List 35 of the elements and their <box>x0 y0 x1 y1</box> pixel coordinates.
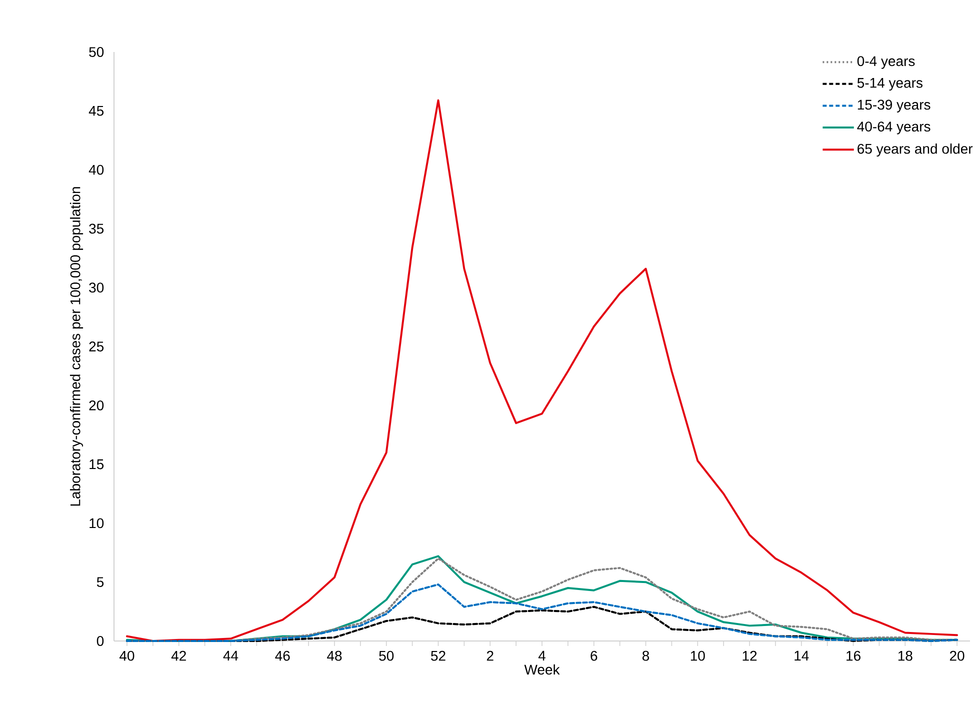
legend-label: 5-14 years <box>857 78 922 91</box>
x-tick-label: 44 <box>223 650 238 660</box>
y-tick-label: 50 <box>89 47 104 57</box>
y-tick-label: 0 <box>96 636 104 646</box>
x-tick-label: 6 <box>590 650 598 661</box>
x-axis-title: Week <box>524 664 560 675</box>
x-tick-label: 8 <box>642 650 650 661</box>
x-tick-label: 14 <box>794 650 809 660</box>
y-tick-label: 45 <box>88 106 104 116</box>
y-tick-label: 25 <box>89 342 104 352</box>
y-tick-label: 5 <box>96 577 104 587</box>
y-tick-label: 30 <box>89 282 104 293</box>
x-tick-label: 10 <box>690 650 705 661</box>
x-tick-label: 48 <box>327 650 342 661</box>
x-tick-label: 50 <box>379 650 394 661</box>
x-tick-label: 18 <box>898 650 912 661</box>
x-tick-label: 4 <box>538 650 546 660</box>
x-tick-label: 52 <box>431 650 446 661</box>
x-tick-label: 20 <box>950 650 964 661</box>
legend-label: 0-4 years <box>857 56 915 69</box>
y-tick-label: 10 <box>90 518 104 528</box>
y-tick-label: 15 <box>90 459 104 470</box>
x-tick-label: 12 <box>742 650 757 661</box>
x-tick-label: 16 <box>846 650 860 661</box>
y-tick-label: 40 <box>88 164 104 175</box>
legend-label: 40-64 years <box>857 122 930 134</box>
legend-label: 15-39 years <box>858 100 930 112</box>
y-axis-title: Laboratory-confirmed cases per 100,000 population <box>70 187 84 506</box>
y-tick-label: 20 <box>89 400 104 410</box>
x-tick-label: 42 <box>171 650 186 661</box>
x-tick-label: 40 <box>120 650 134 661</box>
x-tick-label: 46 <box>275 650 290 661</box>
legend-label: 65 years and older <box>858 143 973 157</box>
y-tick-label: 35 <box>89 224 104 234</box>
x-tick-label: 2 <box>486 650 494 661</box>
